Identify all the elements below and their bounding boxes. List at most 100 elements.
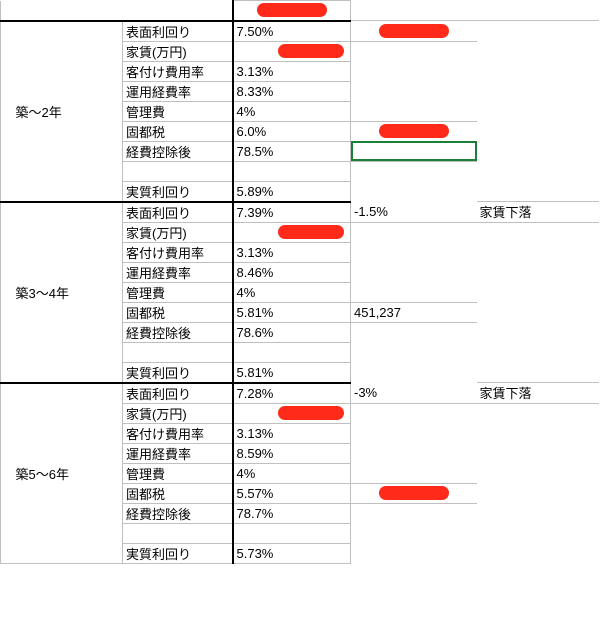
cell[interactable] <box>351 181 477 202</box>
cell[interactable] <box>351 403 477 423</box>
row-label[interactable]: 運用経費率 <box>123 443 233 463</box>
value-cell[interactable]: 5.81% <box>233 302 351 322</box>
row-label[interactable]: 運用経費率 <box>123 262 233 282</box>
cell[interactable] <box>351 61 477 81</box>
value-cell[interactable]: 5.81% <box>233 362 351 383</box>
value-cell[interactable]: 5.73% <box>233 543 351 563</box>
note-cell[interactable] <box>351 483 477 503</box>
cell[interactable] <box>351 362 477 383</box>
note-pct[interactable]: -1.5% <box>351 202 477 223</box>
cell[interactable] <box>351 282 477 302</box>
cell[interactable] <box>477 141 599 161</box>
cell[interactable] <box>477 242 599 262</box>
cell[interactable] <box>477 101 599 121</box>
row-label[interactable]: 管理費 <box>123 463 233 483</box>
cell[interactable] <box>477 41 599 61</box>
row-label[interactable]: 経費控除後 <box>123 141 233 161</box>
cell[interactable] <box>123 161 233 181</box>
cell[interactable] <box>13 1 123 21</box>
value-cell[interactable]: 78.5% <box>233 141 351 161</box>
value-cell[interactable] <box>233 403 351 423</box>
cell[interactable] <box>351 161 477 181</box>
cell[interactable] <box>351 322 477 342</box>
cell[interactable] <box>477 403 599 423</box>
value-cell[interactable]: 7.28% <box>233 383 351 404</box>
cell[interactable] <box>477 322 599 342</box>
cell[interactable] <box>351 222 477 242</box>
spreadsheet-grid[interactable]: 築～2年表面利回り7.50%家賃(万円)客付け費用率3.13%運用経費率8.33… <box>0 0 599 564</box>
row-label[interactable]: 客付け費用率 <box>123 242 233 262</box>
value-cell[interactable]: 5.89% <box>233 181 351 202</box>
note-text[interactable]: 家賃下落 <box>477 383 599 404</box>
period-label[interactable]: 築3～4年 <box>13 202 123 383</box>
cell[interactable] <box>477 161 599 181</box>
value-cell[interactable]: 4% <box>233 101 351 121</box>
value-cell[interactable]: 3.13% <box>233 61 351 81</box>
row-label[interactable]: 家賃(万円) <box>123 222 233 242</box>
row-label[interactable]: 経費控除後 <box>123 322 233 342</box>
row-label[interactable]: 管理費 <box>123 101 233 121</box>
note-cell[interactable] <box>351 21 477 42</box>
header-cell[interactable] <box>233 1 351 21</box>
value-cell[interactable]: 3.13% <box>233 423 351 443</box>
cell[interactable] <box>477 523 599 543</box>
cell[interactable] <box>351 101 477 121</box>
cell[interactable] <box>351 262 477 282</box>
cell[interactable] <box>477 423 599 443</box>
selected-cell[interactable] <box>351 141 477 161</box>
cell[interactable] <box>477 21 599 42</box>
row-label[interactable]: 客付け費用率 <box>123 423 233 443</box>
cell[interactable] <box>351 41 477 61</box>
cell[interactable] <box>233 523 351 543</box>
cell[interactable] <box>477 503 599 523</box>
row-label[interactable]: 固都税 <box>123 121 233 141</box>
cell[interactable] <box>123 1 233 21</box>
cell[interactable] <box>477 443 599 463</box>
value-cell[interactable]: 4% <box>233 463 351 483</box>
row-label[interactable]: 実質利回り <box>123 362 233 383</box>
period-label[interactable]: 築5～6年 <box>13 383 123 564</box>
cell[interactable] <box>351 523 477 543</box>
row-label[interactable]: 実質利回り <box>123 181 233 202</box>
row-label[interactable]: 家賃(万円) <box>123 41 233 61</box>
cell[interactable] <box>477 362 599 383</box>
cell[interactable] <box>123 523 233 543</box>
cell[interactable] <box>233 342 351 362</box>
value-cell[interactable]: 4% <box>233 282 351 302</box>
cell[interactable] <box>477 463 599 483</box>
cell[interactable] <box>123 342 233 362</box>
value-cell[interactable]: 8.33% <box>233 81 351 101</box>
cell[interactable] <box>477 81 599 101</box>
cell[interactable] <box>351 242 477 262</box>
value-cell[interactable]: 78.6% <box>233 322 351 342</box>
row-label[interactable]: 固都税 <box>123 302 233 322</box>
cell[interactable] <box>351 1 477 21</box>
note-text[interactable]: 家賃下落 <box>477 202 599 223</box>
cell[interactable] <box>477 282 599 302</box>
period-label[interactable]: 築～2年 <box>13 21 123 202</box>
cell[interactable] <box>477 222 599 242</box>
value-cell[interactable] <box>233 222 351 242</box>
row-label[interactable]: 家賃(万円) <box>123 403 233 423</box>
value-cell[interactable]: 78.7% <box>233 503 351 523</box>
row-label[interactable]: 表面利回り <box>123 202 233 223</box>
cell[interactable] <box>477 262 599 282</box>
note-cell[interactable] <box>351 121 477 141</box>
value-cell[interactable]: 7.50% <box>233 21 351 42</box>
cell[interactable] <box>477 1 599 21</box>
value-cell[interactable] <box>233 41 351 61</box>
value-cell[interactable]: 6.0% <box>233 121 351 141</box>
value-cell[interactable]: 3.13% <box>233 242 351 262</box>
note-pct[interactable]: -3% <box>351 383 477 404</box>
cell[interactable] <box>351 463 477 483</box>
row-label[interactable]: 固都税 <box>123 483 233 503</box>
cell[interactable] <box>351 543 477 563</box>
row-label[interactable]: 運用経費率 <box>123 81 233 101</box>
row-label[interactable]: 実質利回り <box>123 543 233 563</box>
cell[interactable] <box>477 483 599 503</box>
cell[interactable] <box>477 61 599 81</box>
cell[interactable] <box>477 121 599 141</box>
note-value[interactable]: 451,237 <box>351 302 477 322</box>
row-label[interactable]: 管理費 <box>123 282 233 302</box>
cell[interactable] <box>477 342 599 362</box>
